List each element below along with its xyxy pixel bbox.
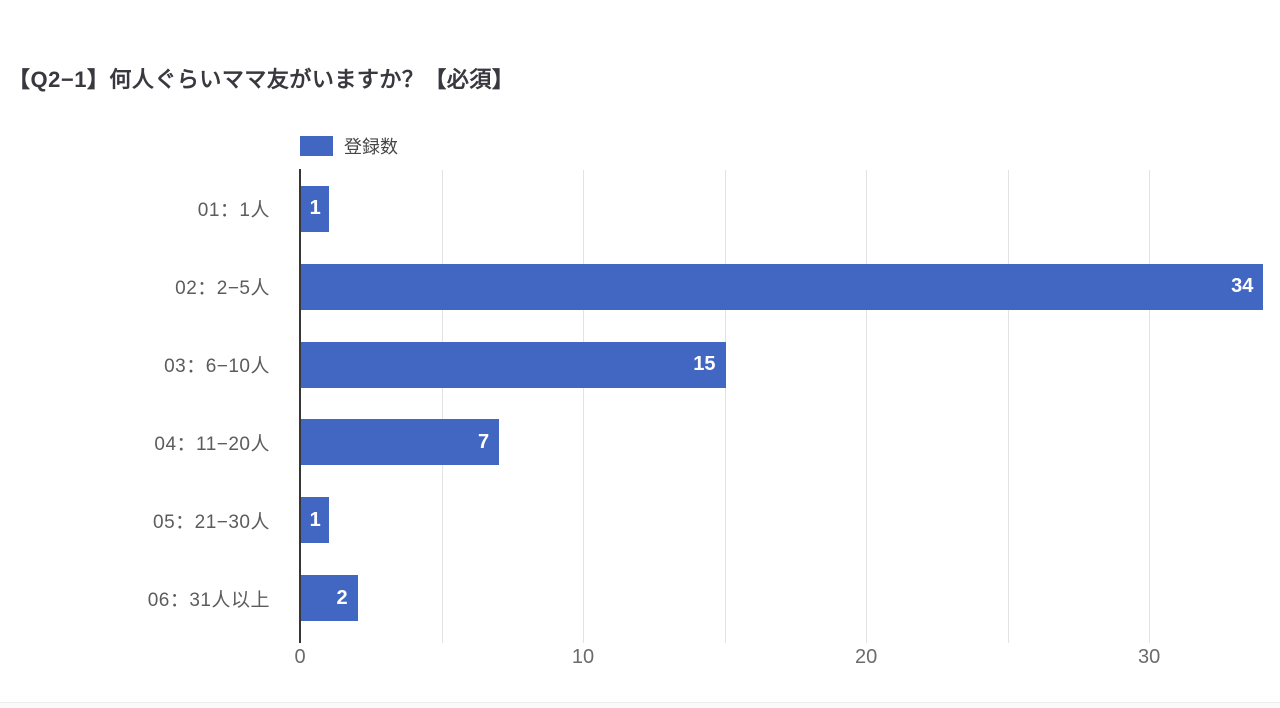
bar[interactable]: 15 — [301, 341, 726, 388]
gridline — [1007, 170, 1009, 643]
bar-row: 7 — [300, 404, 1268, 482]
x-tick-label: 30 — [1137, 646, 1161, 668]
bar-row: 15 — [300, 326, 1268, 404]
bar-value-label: 7 — [478, 430, 490, 453]
x-tick-label: 10 — [571, 646, 595, 668]
bar-value-label: 15 — [693, 353, 716, 376]
bar[interactable]: 1 — [301, 497, 330, 544]
bar-row: 34 — [300, 248, 1268, 326]
y-axis-line — [299, 169, 301, 643]
bar[interactable]: 1 — [301, 185, 330, 232]
category-label: 02：2−5人 — [175, 278, 270, 300]
bar-row: 2 — [300, 559, 1268, 637]
x-axis: 0 10 20 30 — [294, 646, 1268, 674]
category-axis: 01：1人 02：2−5人 03：6−10人 04：11−20人 05：21−30人 06… — [0, 170, 285, 637]
bar-value-label: 1 — [309, 508, 321, 531]
category-label: 03：6−10人 — [164, 356, 270, 378]
gridline — [441, 170, 443, 643]
bar-value-label: 34 — [1231, 275, 1254, 298]
x-tick-label: 20 — [854, 646, 878, 668]
category-label: 04：11−20人 — [154, 433, 270, 455]
category-label: 06：31人以上 — [147, 589, 270, 611]
bar-value-label: 1 — [309, 197, 321, 220]
bar[interactable]: 7 — [301, 419, 500, 466]
gridline — [583, 170, 585, 643]
gridline — [724, 170, 726, 643]
plot-area: 1 34 15 7 1 2 — [300, 170, 1268, 643]
category-label: 05：21−30人 — [153, 511, 270, 533]
legend: 登録数 — [300, 133, 398, 159]
bar-value-label: 2 — [336, 586, 348, 609]
bar-row: 1 — [300, 170, 1268, 248]
category-label: 01：1人 — [197, 200, 270, 222]
bar-row: 1 — [300, 481, 1268, 559]
legend-swatch — [300, 136, 333, 156]
chart-title: 【Q2−1】何人ぐらいママ友がいますか？【必須】 — [8, 67, 515, 92]
bar[interactable]: 34 — [301, 263, 1264, 310]
legend-label: 登録数 — [344, 137, 398, 157]
x-tick-label: 0 — [294, 646, 306, 668]
page-bottom-divider — [0, 702, 1280, 708]
bar[interactable]: 2 — [301, 575, 358, 622]
gridline — [866, 170, 868, 643]
gridline — [1149, 170, 1151, 643]
